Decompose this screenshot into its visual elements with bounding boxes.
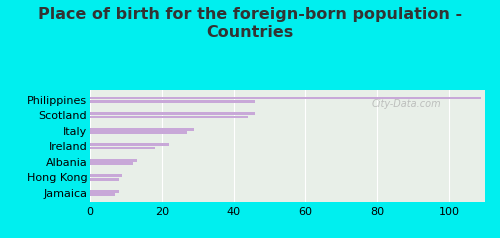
Bar	[90, 97, 481, 99]
Bar	[90, 178, 118, 181]
Bar	[90, 162, 133, 165]
Bar	[90, 174, 122, 177]
Bar	[90, 147, 154, 149]
Bar	[90, 131, 187, 134]
Bar	[90, 193, 115, 196]
Bar	[90, 159, 136, 162]
Bar	[90, 128, 194, 130]
Bar	[90, 143, 169, 146]
Bar	[90, 100, 255, 103]
Text: City-Data.com: City-Data.com	[371, 99, 441, 109]
Bar	[90, 112, 255, 115]
Bar	[90, 116, 248, 119]
Bar	[90, 190, 118, 193]
Text: Place of birth for the foreign-born population -
Countries: Place of birth for the foreign-born popu…	[38, 7, 462, 40]
